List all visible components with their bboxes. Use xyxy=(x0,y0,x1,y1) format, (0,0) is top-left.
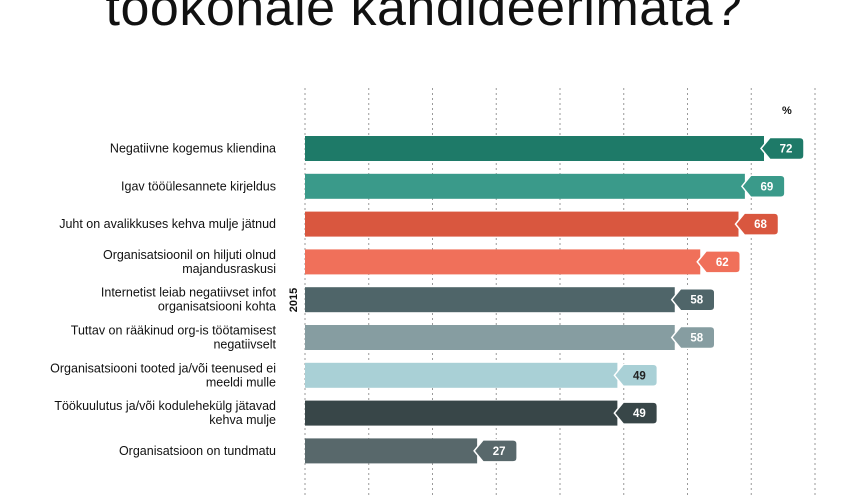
category-label: Töökuulutus ja/või kodulehekülg jätavad k… xyxy=(54,399,276,427)
data-label: 49 xyxy=(633,370,646,382)
value-tag xyxy=(740,174,786,199)
data-label: 72 xyxy=(780,144,793,156)
data-label: 69 xyxy=(760,181,773,193)
data-label: 27 xyxy=(493,446,506,458)
category-label: Negatiivne kogemus kliendina xyxy=(110,142,276,156)
bar xyxy=(305,249,701,275)
bar xyxy=(305,136,764,161)
bars: 72 69 68 62 58 58 49 49 27 xyxy=(305,136,805,464)
value-tag xyxy=(613,401,659,425)
value-tag xyxy=(734,212,780,236)
category-label: Tuttav on rääkinud org-is töötamisest neg… xyxy=(71,324,277,352)
category-label: Organisatsiooni tooted ja/või teenused e… xyxy=(50,361,276,389)
year-label: 2015 xyxy=(288,288,300,312)
data-label: 58 xyxy=(690,295,703,307)
bar xyxy=(305,325,675,350)
value-tag xyxy=(670,325,716,350)
category-label: Igav tööülesannete kirjeldus xyxy=(121,179,276,193)
data-label: 49 xyxy=(633,408,646,420)
category-label: Juht on avalikkuses kehva mulje jätnud xyxy=(59,217,276,231)
bar xyxy=(305,173,745,199)
bar xyxy=(305,287,675,313)
data-label: 62 xyxy=(716,257,729,269)
category-label: Organisatsioon on tundmatu xyxy=(119,444,276,458)
chart-title: töökohale kandideerimata? xyxy=(105,0,743,37)
category-label: Organisatsioonil on hiljuti olnud majandu… xyxy=(103,248,276,276)
value-tag xyxy=(696,250,741,274)
category-label: Internetist leiab negatiivset infot organ… xyxy=(101,286,277,314)
bar xyxy=(305,438,478,464)
bar xyxy=(305,362,618,388)
data-label: 68 xyxy=(754,219,767,231)
category-labels: Negatiivne kogemus kliendina Igav tööüles… xyxy=(50,142,276,458)
value-tag xyxy=(670,287,716,312)
unit-label: % xyxy=(782,105,792,117)
data-label: 58 xyxy=(690,333,703,345)
bar xyxy=(305,211,739,237)
bar xyxy=(305,400,618,426)
value-tag xyxy=(613,363,659,388)
gridlines xyxy=(304,88,816,496)
value-tag xyxy=(473,439,518,463)
value-tag xyxy=(760,136,805,161)
